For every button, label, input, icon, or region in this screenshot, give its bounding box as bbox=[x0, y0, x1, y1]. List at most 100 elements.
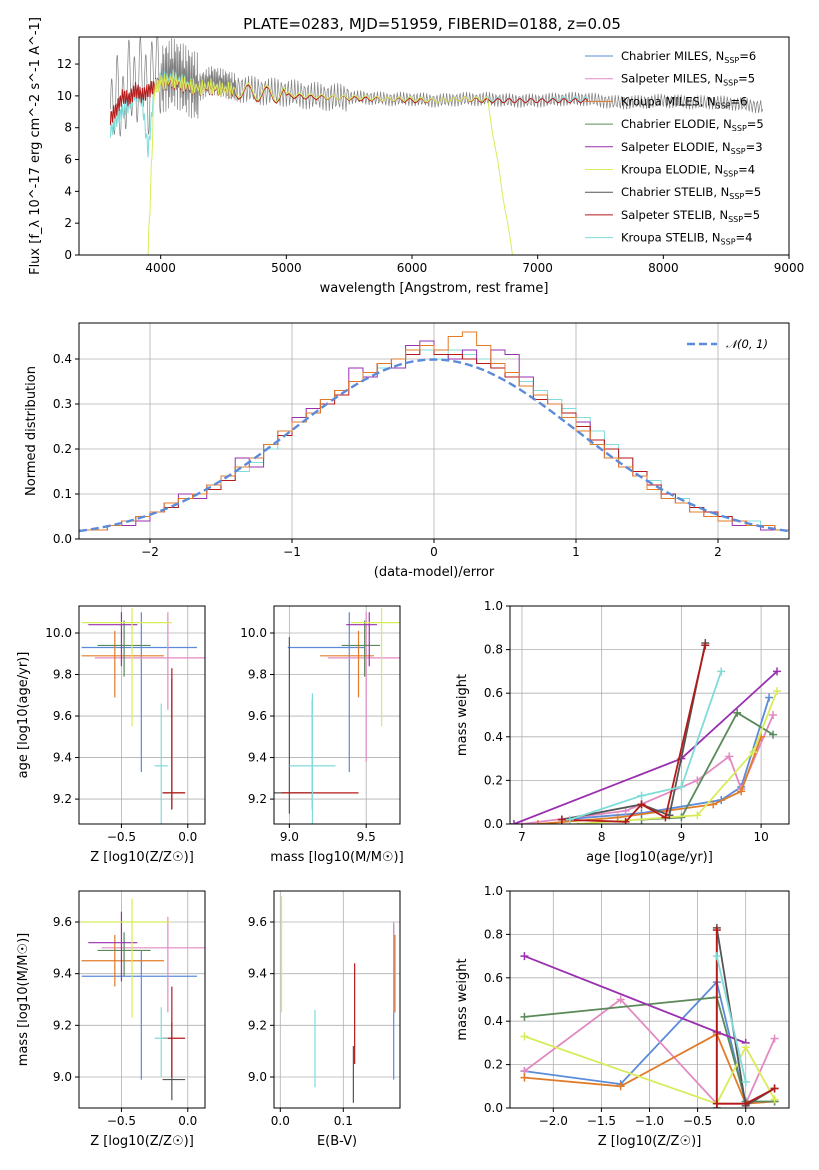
legend-label: Chabrier STELIB, NSSP=5 bbox=[621, 185, 761, 201]
y-tick-label: 9.0 bbox=[53, 1070, 72, 1084]
data-point-marker bbox=[510, 820, 518, 824]
plot-area bbox=[520, 923, 779, 1108]
plot-area bbox=[79, 331, 789, 539]
y-tick-label: 9.2 bbox=[53, 792, 72, 806]
y-tick-label: 9.2 bbox=[248, 792, 267, 806]
data-point-marker bbox=[725, 752, 734, 761]
data-point-marker bbox=[741, 1077, 750, 1086]
data-point-marker bbox=[613, 813, 622, 822]
x-tick-label: −1.5 bbox=[587, 1114, 616, 1128]
y-tick-label: 2 bbox=[64, 216, 72, 230]
legend-label: Kroupa STELIB, NSSP=4 bbox=[621, 231, 752, 247]
x-tick-label: 1 bbox=[572, 545, 580, 559]
data-point-marker bbox=[749, 748, 758, 757]
y-tick-label: 0.4 bbox=[484, 730, 503, 744]
errorbar-point bbox=[81, 608, 172, 727]
histogram-step bbox=[79, 331, 789, 539]
legend: 𝒩(0, 1) bbox=[687, 337, 768, 351]
data-point-marker bbox=[773, 687, 782, 696]
y-tick-label: 10 bbox=[57, 89, 72, 103]
data-point-marker bbox=[661, 813, 670, 822]
x-tick-label: 7 bbox=[518, 830, 526, 844]
y-tick-label: 0.1 bbox=[53, 487, 72, 501]
data-point-marker bbox=[741, 1099, 750, 1108]
x-tick-label: 9.5 bbox=[357, 830, 376, 844]
data-point-marker bbox=[769, 730, 778, 739]
legend-label: Kroupa MILES, NSSP=6 bbox=[621, 94, 747, 110]
y-tick-label: 12 bbox=[57, 57, 72, 71]
axes-frame bbox=[78, 890, 206, 1109]
y-axis-label: mass weight bbox=[455, 958, 470, 1040]
y-tick-label: 9.0 bbox=[248, 1070, 267, 1084]
data-point-marker bbox=[701, 641, 710, 650]
x-tick-label: −0.5 bbox=[683, 1114, 712, 1128]
errorbar-point bbox=[274, 637, 313, 814]
mass-weight-line bbox=[569, 671, 723, 821]
errorbar-point bbox=[341, 620, 381, 677]
errorbar-point bbox=[97, 932, 151, 977]
y-axis-label: Flux [f_λ 10^-17 erg cm^-2 s^-1 A^-1] bbox=[28, 17, 43, 275]
x-tick-label: 0.0 bbox=[178, 830, 197, 844]
y-tick-label: 9.4 bbox=[53, 751, 72, 765]
data-point-marker bbox=[616, 995, 625, 1004]
y-tick-label: 0.8 bbox=[484, 643, 503, 657]
x-axis-label: E(B-V) bbox=[317, 1134, 357, 1149]
data-point-marker bbox=[533, 820, 542, 824]
legend-label: Salpeter STELIB, NSSP=5 bbox=[621, 208, 760, 224]
axes-frame bbox=[509, 890, 790, 1109]
x-tick-label: −0.5 bbox=[107, 1114, 136, 1128]
y-tick-label: 9.6 bbox=[53, 915, 72, 929]
data-point-marker bbox=[621, 817, 630, 824]
y-tick-label: 1.0 bbox=[484, 884, 503, 898]
data-point-marker bbox=[712, 1099, 721, 1108]
y-axis-label: mass weight bbox=[455, 674, 470, 756]
data-point-marker bbox=[737, 787, 746, 796]
y-tick-label: 9.4 bbox=[248, 751, 267, 765]
mass-weight-line bbox=[513, 670, 778, 824]
y-tick-label: 9.6 bbox=[248, 915, 267, 929]
x-tick-label: −1 bbox=[283, 545, 301, 559]
y-tick-label: 9.2 bbox=[53, 1018, 72, 1032]
panel-mass_vs_EBV: 0.0 0.1 9.0 9.2 9.4 9.6 E(B-V) bbox=[248, 890, 401, 1149]
mass-weight-line bbox=[524, 996, 775, 1103]
x-tick-label: 8000 bbox=[648, 261, 679, 275]
y-tick-label: 0.4 bbox=[53, 352, 72, 366]
plot-area bbox=[280, 896, 396, 1103]
data-point-marker bbox=[616, 1082, 625, 1091]
x-tick-label: 10 bbox=[753, 830, 768, 844]
y-tick-label: 0.8 bbox=[484, 927, 503, 941]
errorbar-point bbox=[88, 612, 138, 667]
errorbar-point bbox=[162, 986, 186, 1077]
x-tick-label: 6000 bbox=[397, 261, 428, 275]
y-tick-label: 9.8 bbox=[248, 668, 267, 682]
data-point-marker bbox=[773, 667, 782, 676]
normal-curve bbox=[79, 358, 789, 533]
data-point-marker bbox=[712, 926, 721, 935]
model-spectrum bbox=[109, 73, 589, 125]
panel-spectrum: 4000 5000 6000 7000 8000 9000 0 2 4 6 8 10 12 wavelen… bbox=[28, 17, 804, 296]
errorbar-point bbox=[101, 916, 205, 1013]
mass-weight-line bbox=[524, 955, 747, 1044]
y-tick-label: 9.8 bbox=[53, 668, 72, 682]
data-point-marker bbox=[573, 820, 582, 824]
x-axis-label: mass [log10(M/M☉)] bbox=[270, 850, 403, 865]
y-tick-label: 0.2 bbox=[484, 1058, 503, 1072]
x-tick-label: 2 bbox=[714, 545, 722, 559]
x-tick-label: 7000 bbox=[522, 261, 553, 275]
y-tick-label: 6 bbox=[64, 153, 72, 167]
data-point-marker bbox=[712, 952, 721, 961]
y-tick-label: 9.4 bbox=[53, 967, 72, 981]
x-tick-label: 0.0 bbox=[736, 1114, 755, 1128]
x-tick-label: 0.1 bbox=[334, 1114, 353, 1128]
data-point-marker bbox=[770, 1034, 779, 1043]
errorbar-point bbox=[162, 1022, 186, 1101]
errorbar-point bbox=[162, 668, 186, 810]
mass-weight-line bbox=[715, 930, 776, 1105]
errorbar-point bbox=[154, 1007, 168, 1077]
x-tick-label: 5000 bbox=[271, 261, 302, 275]
data-point-marker bbox=[557, 815, 566, 824]
mass-weight-line bbox=[561, 642, 707, 821]
errorbar-point bbox=[94, 612, 205, 710]
y-axis-label: mass [log10(M/M☉)] bbox=[16, 933, 31, 1066]
